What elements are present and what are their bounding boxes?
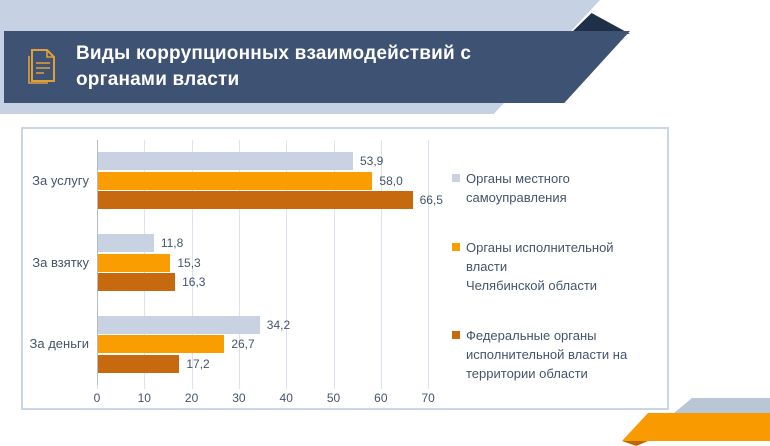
chart-panel: 53,9 58,0 66,5 11,8 15,3 16,3 34,2 26,7 17,2 Орг… bbox=[21, 127, 669, 410]
gridline bbox=[428, 140, 430, 385]
x-tick-label: 50 bbox=[326, 391, 341, 405]
x-tick-label: 60 bbox=[374, 391, 388, 405]
bottom-ribbon-fold-tip bbox=[622, 441, 648, 446]
legend-label-line: Органы местного bbox=[466, 171, 570, 186]
gridline bbox=[286, 140, 288, 385]
bar-value-label: 34,2 bbox=[266, 317, 291, 332]
gridline bbox=[333, 140, 335, 385]
gridline bbox=[191, 140, 193, 385]
page-title-line1: Виды коррупционных взаимодействий с bbox=[76, 43, 472, 64]
bar-value-label: 66,5 bbox=[419, 193, 443, 208]
bar-value-label: 15,3 bbox=[177, 255, 201, 270]
legend-label-line: исполнительной власти на bbox=[466, 347, 628, 362]
category-label: За взятку bbox=[32, 254, 89, 270]
x-axis-tick bbox=[380, 385, 382, 389]
bar bbox=[98, 315, 260, 334]
bottom-orange-ribbon bbox=[621, 413, 770, 441]
document-icon bbox=[26, 49, 56, 85]
bar bbox=[98, 234, 154, 252]
x-tick-label: 20 bbox=[184, 391, 199, 405]
x-axis-tick bbox=[333, 385, 335, 389]
x-axis-tick bbox=[238, 385, 240, 389]
bar bbox=[98, 335, 225, 354]
bar bbox=[98, 171, 373, 190]
plot-area: 53,9 58,0 66,5 11,8 15,3 16,3 34,2 26,7 17,2 bbox=[97, 140, 449, 385]
legend-label-line: Органы исполнительной власти bbox=[466, 240, 614, 274]
legend-swatch-icon bbox=[452, 331, 460, 339]
legend-label-line: Федеральные органы bbox=[466, 328, 597, 343]
x-axis-tick bbox=[97, 385, 98, 389]
bar bbox=[98, 273, 176, 291]
legend-label-line: Челябинской области bbox=[466, 278, 598, 293]
x-tick-label: 10 bbox=[137, 391, 151, 405]
legend-swatch-icon bbox=[452, 174, 460, 182]
x-tick-label: 70 bbox=[421, 391, 435, 405]
page-title: Виды коррупционных взаимодействий с орга… bbox=[76, 41, 471, 93]
legend-label: Органы местного самоуправления bbox=[466, 169, 570, 207]
x-axis-tick bbox=[191, 385, 193, 389]
x-tick-label: 0 bbox=[93, 391, 101, 405]
category-label: За услугу bbox=[32, 172, 89, 188]
x-axis-tick bbox=[286, 385, 288, 389]
gridline bbox=[380, 140, 382, 385]
chart-legend: Органы местного самоуправления Органы испо… bbox=[452, 169, 657, 414]
legend-swatch-icon bbox=[452, 243, 460, 251]
y-axis-line bbox=[97, 140, 98, 385]
bar bbox=[98, 354, 180, 373]
bar bbox=[98, 253, 171, 272]
legend-item: Федеральные органы исполнительной власти … bbox=[452, 326, 657, 383]
legend-label-line: самоуправления bbox=[466, 190, 567, 205]
legend-label: Органы исполнительной власти Челябинской … bbox=[466, 238, 657, 295]
category-label: За деньги bbox=[29, 336, 89, 352]
page-title-line2: органами власти bbox=[76, 69, 240, 90]
bar-value-label: 26,7 bbox=[231, 337, 255, 352]
x-axis-tick bbox=[428, 385, 430, 389]
x-axis-tick bbox=[144, 385, 146, 389]
bar-value-label: 17,2 bbox=[186, 356, 210, 371]
gridline bbox=[238, 140, 240, 385]
legend-label: Федеральные органы исполнительной власти … bbox=[466, 326, 627, 383]
bar-value-label: 16,3 bbox=[182, 275, 206, 289]
legend-item: Органы исполнительной власти Челябинской … bbox=[452, 238, 657, 295]
bar bbox=[98, 152, 353, 171]
bar-value-label: 53,9 bbox=[360, 154, 384, 169]
x-tick-label: 30 bbox=[232, 391, 246, 405]
bar-value-label: 11,8 bbox=[160, 236, 184, 250]
legend-label-line: территории области bbox=[466, 366, 588, 381]
title-banner: Виды коррупционных взаимодействий с орга… bbox=[4, 31, 630, 103]
legend-item: Органы местного самоуправления bbox=[452, 169, 657, 207]
bar-value-label: 58,0 bbox=[379, 173, 403, 188]
bar bbox=[98, 191, 413, 210]
x-tick-label: 40 bbox=[279, 391, 293, 405]
